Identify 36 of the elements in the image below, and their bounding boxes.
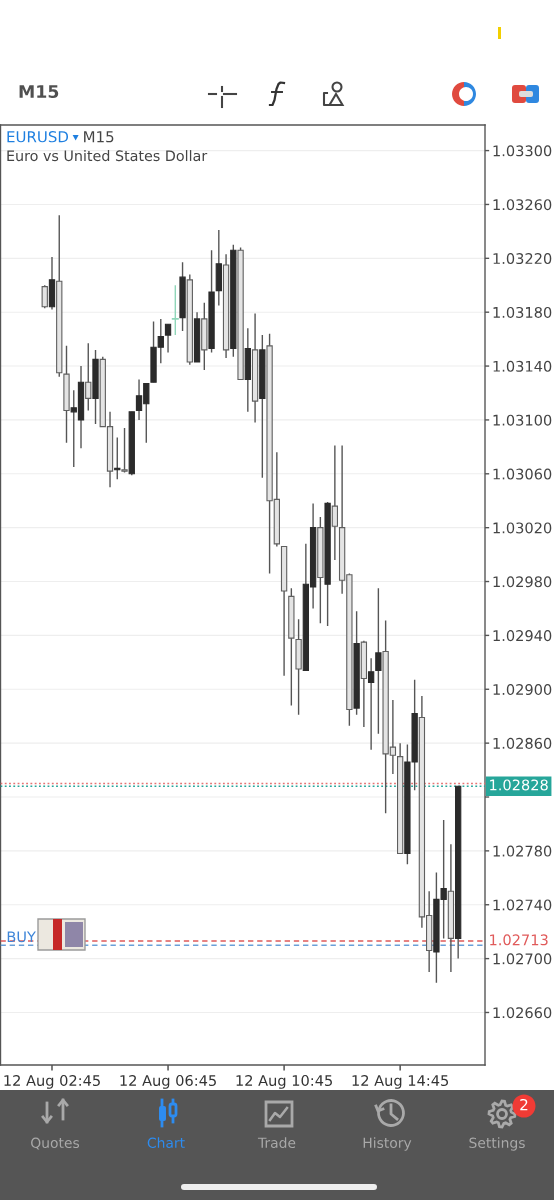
y-tick-label: 1.02940 — [493, 630, 552, 642]
y-tick-label: 1.02980 — [493, 576, 552, 588]
y-tick-label: 1.02900 — [493, 683, 552, 696]
y-tick-label: 1.03140 — [493, 360, 552, 372]
text: Chart — [147, 1137, 185, 1149]
y-tick-label: 1.02660 — [493, 1007, 552, 1019]
y-tick-label: 1.02740 — [493, 899, 552, 911]
candlestick — [41, 284, 48, 309]
x-tick-label: 12 Aug 06:45 — [120, 1074, 216, 1089]
text: M15 — [19, 85, 59, 99]
text: Trade — [257, 1137, 296, 1149]
text: Quotes — [31, 1137, 80, 1150]
annotation: M15 — [84, 131, 114, 143]
text: Settings — [469, 1137, 525, 1151]
candlestick — [164, 323, 172, 354]
x-tick-label: 12 Aug 02:45 — [4, 1074, 100, 1089]
y-tick-label: 1.03180 — [493, 306, 552, 318]
text: Euro vs United States Dollar — [7, 150, 208, 162]
candlestick — [171, 284, 179, 336]
y-tick-label: 1.03100 — [493, 414, 552, 426]
y-tick-label: 1.02700 — [493, 953, 552, 965]
y-tick-label: 1.03020 — [493, 522, 552, 534]
chart-title: EURUSD — [7, 131, 69, 143]
y-tick-label: 1.03060 — [493, 468, 552, 480]
y-tick-label: 1.03220 — [493, 253, 552, 265]
x-tick-label: 12 Aug 10:45 — [236, 1074, 332, 1089]
ref-line-label: 1.02713 — [490, 934, 548, 946]
y-tick-label: 1.02780 — [493, 845, 552, 857]
x-tick-label: 12 Aug 14:45 — [352, 1074, 449, 1089]
text: 2 — [520, 1098, 528, 1111]
y-tick-label: 1.03300 — [493, 145, 552, 157]
annotation: BUY — [7, 931, 36, 943]
text: History — [363, 1137, 412, 1151]
ref-line-label: 1.02828 — [490, 779, 548, 791]
y-tick-label: 1.03260 — [493, 199, 552, 211]
y-tick-label: 1.02860 — [493, 737, 552, 749]
